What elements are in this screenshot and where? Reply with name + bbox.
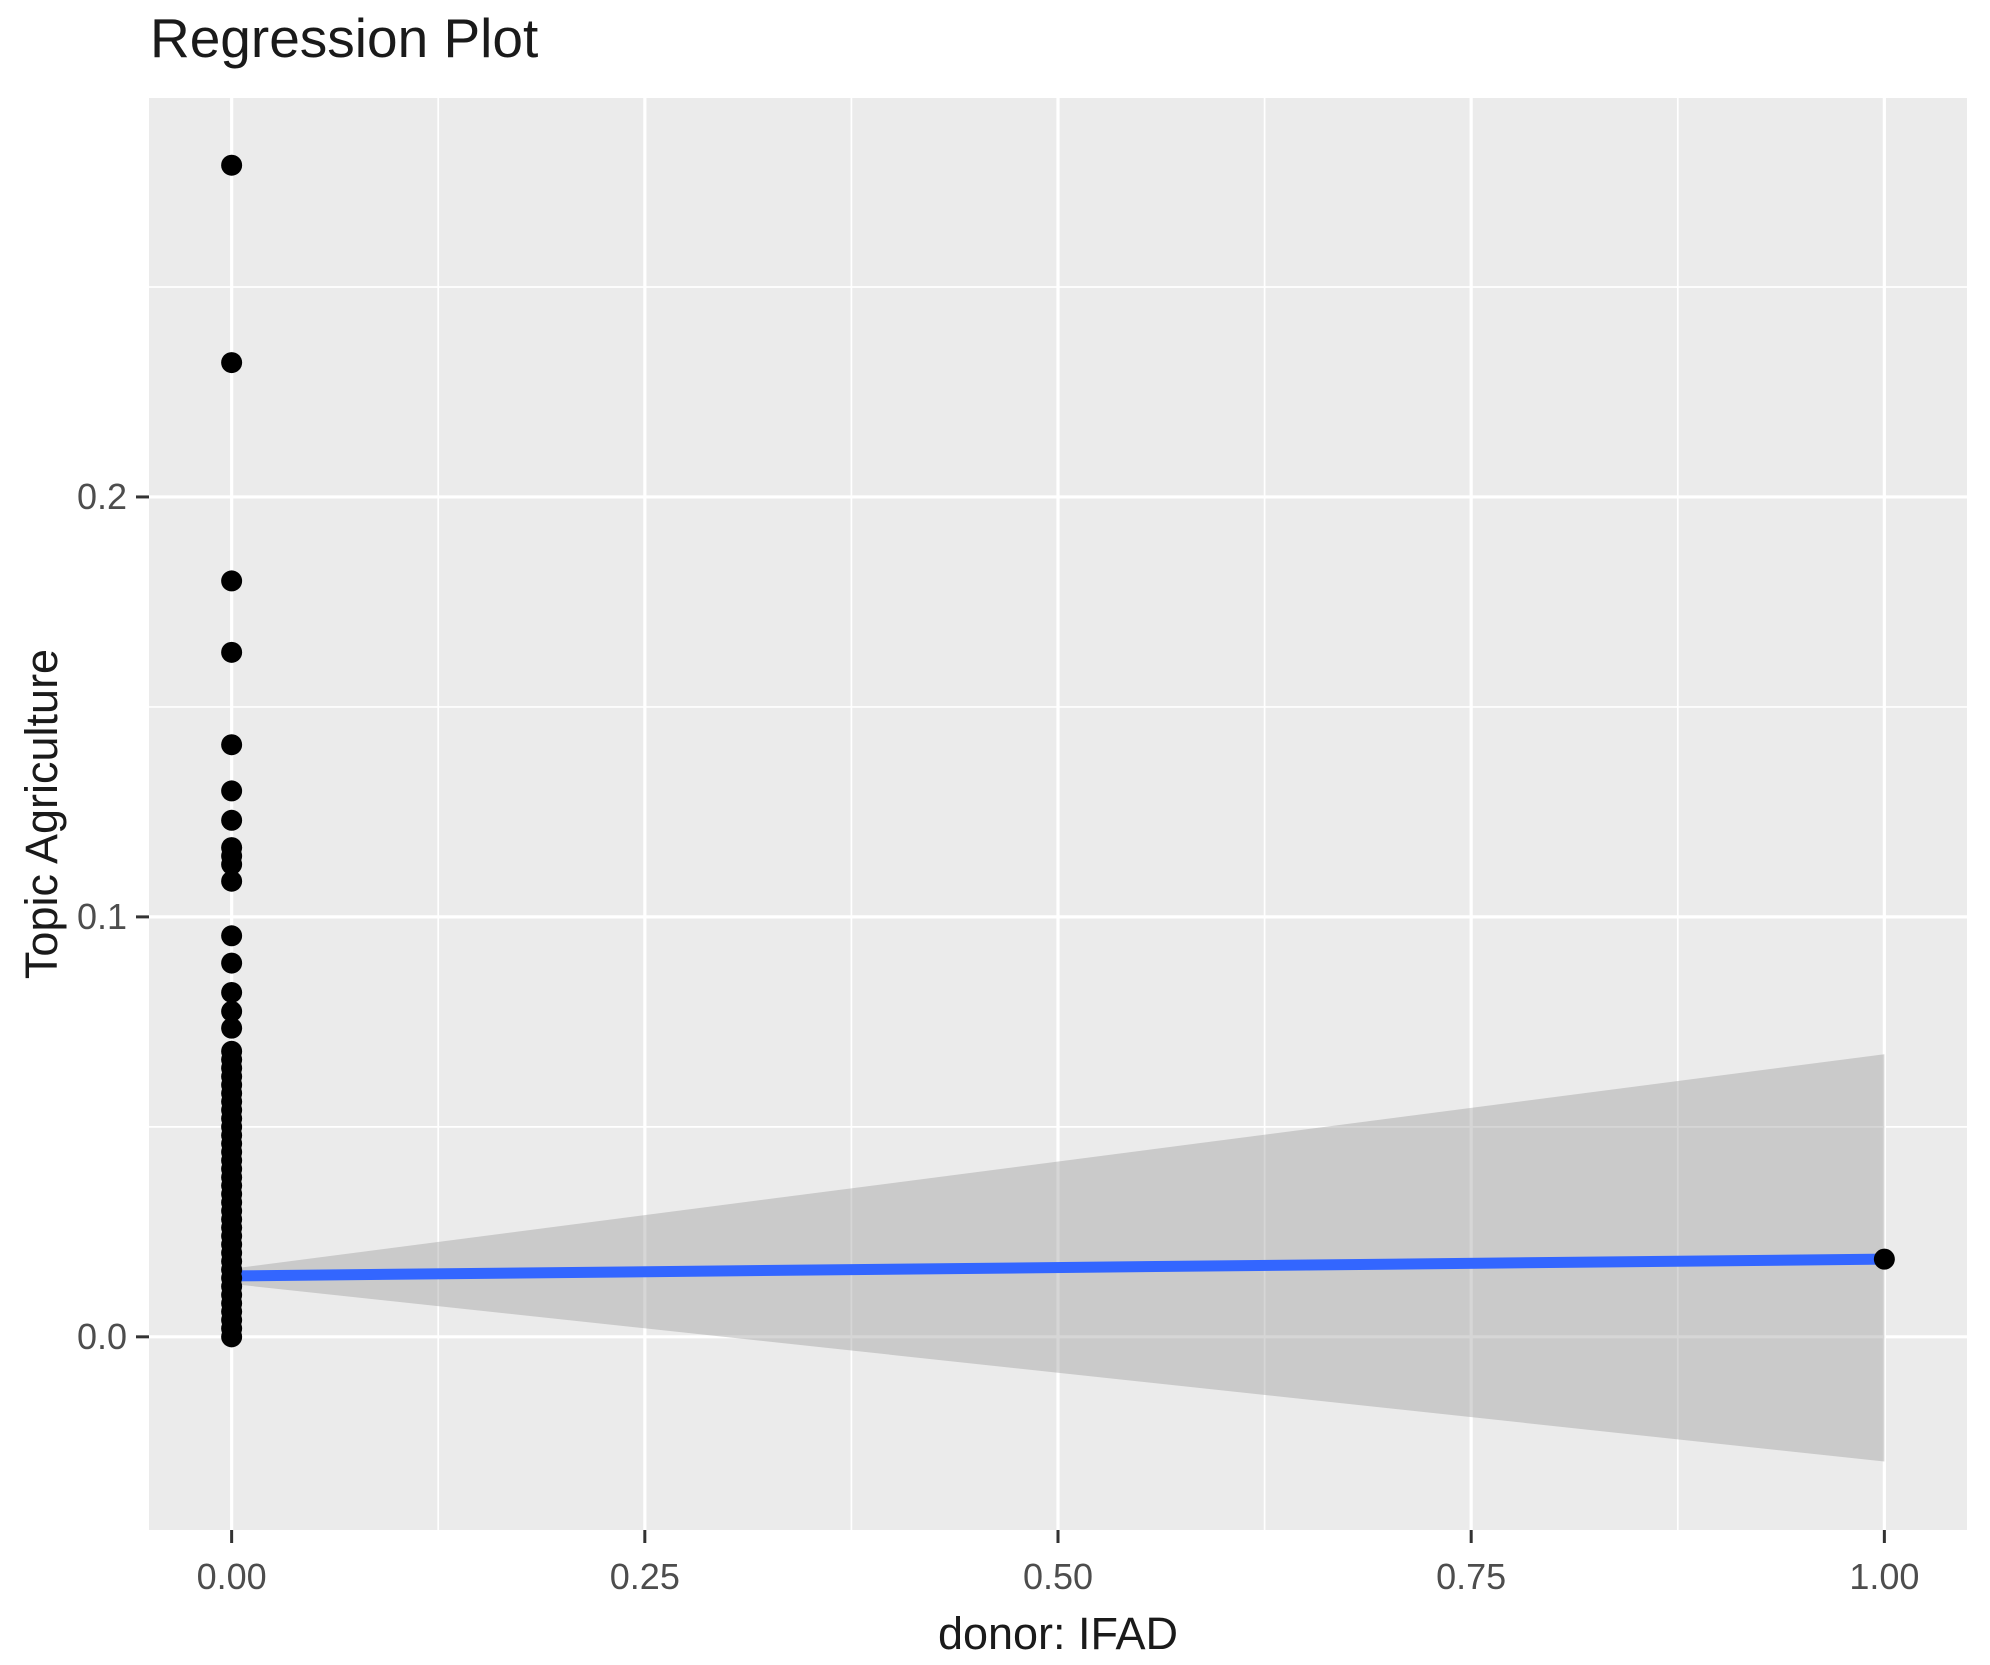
data-point — [1873, 1248, 1895, 1270]
data-point — [221, 809, 243, 831]
data-point — [221, 352, 243, 374]
data-point — [221, 570, 243, 592]
data-point — [221, 952, 243, 974]
y-tick-label: 0.2 — [76, 475, 127, 517]
data-point — [221, 853, 243, 875]
x-tick-label: 1.00 — [1849, 1556, 1920, 1597]
x-tick-label: 0.00 — [196, 1556, 267, 1597]
data-point — [221, 1017, 243, 1039]
plot-title: Regression Plot — [150, 7, 539, 69]
data-point — [221, 780, 243, 802]
confidence-band — [231, 1054, 1885, 1462]
data-point — [221, 981, 243, 1003]
data-point — [221, 734, 243, 756]
data-point — [221, 1000, 243, 1022]
y-tick-label: 0.1 — [76, 895, 127, 937]
data-point — [221, 1326, 243, 1348]
regression-line — [231, 1253, 1885, 1282]
data-point — [221, 925, 243, 947]
data-point — [221, 154, 243, 176]
x-tick-label: 0.25 — [609, 1556, 680, 1597]
data-point — [221, 870, 243, 892]
x-axis-title: donor: IFAD — [937, 1608, 1179, 1659]
x-tick-label: 0.75 — [1436, 1556, 1507, 1597]
data-point — [221, 641, 243, 663]
y-tick-label: 0.0 — [76, 1315, 127, 1357]
x-tick-label: 0.50 — [1022, 1556, 1094, 1597]
